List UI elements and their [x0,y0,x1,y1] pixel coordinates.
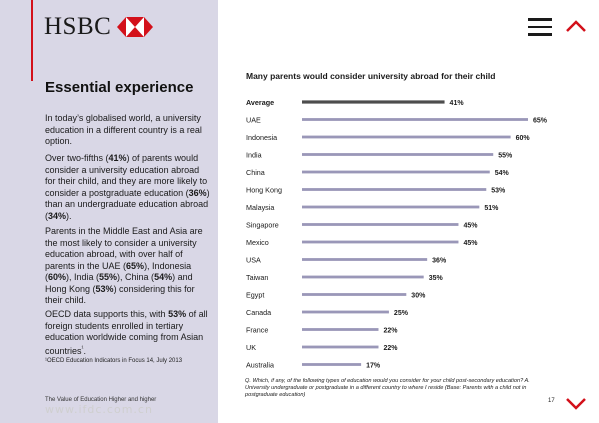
para-2-run-4: ), India ( [66,272,100,282]
para-3-run-1: 53% [168,309,187,319]
para-3-run-3: ¹ [81,345,84,352]
hexagon-logo-icon [117,17,154,37]
para-1-run-0: Over two-fifths ( [45,153,109,163]
hamburger-menu-icon[interactable] [528,18,552,38]
para-2-run-9: 53% [95,283,114,294]
bar-france [302,328,379,331]
bar-uae [302,118,528,121]
para-3-run-4: . [83,345,87,356]
bar-taiwan [302,275,424,279]
logo-wordmark: HSBC [44,13,112,40]
bar-chart-svg: Average 41% UAE 65% Indonesia 60% India 55% Chin… [246,98,548,370]
category-label-indonesia: Indonesia [246,133,277,142]
chevron-down-icon[interactable] [565,396,587,412]
para-1-run-5: 34% [48,210,67,221]
category-label-china: China [246,168,265,177]
bar-china [302,170,490,174]
value-label-usa: 36% [432,258,447,265]
category-label-canada: Canada [246,308,271,317]
bar-australia [302,363,362,366]
bar-usa [302,258,428,261]
oecd-paragraph: OECD data supports this, with 53% of all… [45,309,211,357]
footer-title: The Value of Education Higher and higher [45,397,157,403]
category-label-uae: UAE [246,116,261,125]
survey-question: Q. Which, if any, of the following types… [245,378,530,398]
value-label-uk: 22% [383,345,398,352]
para-2-run-7: 54% [154,272,173,282]
para-2-run-10: ) considering this for their child. [45,283,195,306]
para-2-run-0: Parents in the Middle East and Asia are … [45,226,203,271]
bar-canada [302,310,389,314]
para-1-run-4: ) than an undergraduate education abroad… [45,187,210,221]
bar-india [302,153,494,156]
bar-hong-kong [302,188,487,191]
chart-title: Many parents would consider university a… [246,71,496,81]
para-1-run-3: 36% [188,187,207,198]
category-label-uk: UK [246,343,256,352]
value-label-canada: 25% [394,310,409,317]
middle-east-asia-paragraph: Parents in the Middle East and Asia are … [45,226,211,307]
category-label-malaysia: Malaysia [246,203,274,212]
intro-paragraph: In today’s globalised world, a universit… [45,113,211,148]
para-2-run-2: ), Indonesia ( [45,260,192,283]
bar-egypt [302,293,407,296]
value-label-mexico: 45% [463,240,478,247]
category-label-hong-kong: Hong Kong [246,186,282,195]
value-label-uae: 65% [533,118,548,125]
value-label-taiwan: 35% [429,275,444,282]
category-label-average: Average [246,98,274,107]
hsbc-logo[interactable]: HSBC [44,13,154,40]
value-label-hong-kong: 53% [491,188,506,195]
value-label-india: 55% [498,153,513,160]
para-0-run-0: In today’s globalised world, a universit… [45,113,202,146]
chevron-up-icon[interactable] [565,18,587,34]
value-label-indonesia: 60% [516,135,531,142]
value-label-egypt: 30% [411,293,426,300]
para-1-run-2: ) of parents would consider a university… [45,153,208,198]
value-label-average: 41% [450,100,465,107]
category-label-egypt: Egypt [246,291,264,300]
value-label-australia: 17% [366,363,381,370]
bar-malaysia [302,205,480,209]
page-number: 17 [548,398,555,404]
category-label-taiwan: Taiwan [246,273,268,282]
category-label-india: India [246,151,262,160]
bar-indonesia [302,135,511,139]
category-label-mexico: Mexico [246,238,269,247]
category-label-france: France [246,326,268,335]
para-2-run-6: ), China ( [117,272,155,282]
para-1-run-6: ). [66,210,72,221]
watermark: www.ifdc.com.cn [45,403,153,416]
bar-average [302,100,445,104]
category-label-singapore: Singapore [246,221,279,230]
para-2-run-8: ) and Hong Kong ( [45,272,193,294]
para-2-run-5: 55% [99,272,118,282]
sidebar-panel [0,0,218,423]
value-label-malaysia: 51% [484,205,499,212]
para-3-run-2: of all foreign students enrolled in tert… [45,309,208,356]
parents-abroad-paragraph: Over two-fifths (41%) of parents would c… [45,153,211,222]
value-label-china: 54% [495,170,510,177]
para-3-run-0: OECD data supports this, with [45,309,169,319]
value-label-singapore: 45% [463,223,478,230]
para-2-run-3: 60% [48,272,67,282]
bar-uk [302,345,379,349]
bar-chart: Average 41% UAE 65% Indonesia 60% India 55% Chin… [240,88,570,378]
value-label-france: 22% [383,328,398,335]
category-label-usa: USA [246,256,261,265]
bar-mexico [302,240,459,244]
accent-bar [31,0,33,81]
para-2-run-1: 65% [126,260,145,271]
footnote: ¹OECD Education Indicators in Focus 14, … [45,358,183,364]
sidebar-heading: Essential experience [45,79,194,96]
bar-singapore [302,223,459,226]
category-label-australia: Australia [246,361,274,370]
para-1-run-1: 41% [108,153,127,163]
